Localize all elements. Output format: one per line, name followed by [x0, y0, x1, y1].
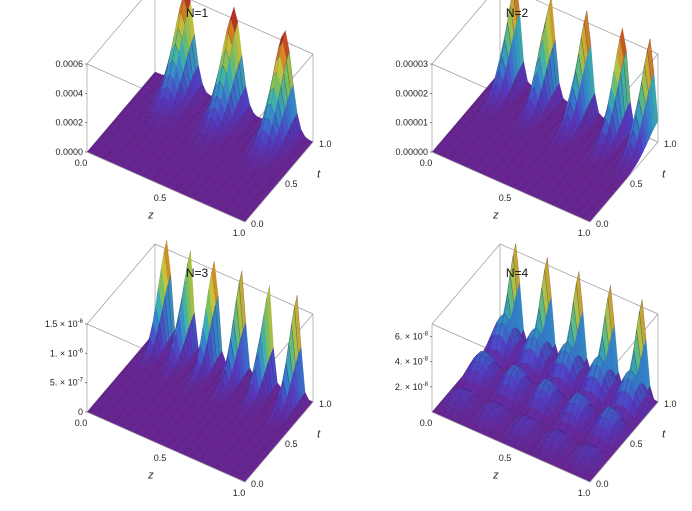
- x-axis-label: z: [147, 470, 154, 482]
- x-tick-label: 1.0: [233, 228, 246, 238]
- z-tick-label: 4. × 10-8: [395, 357, 429, 367]
- x-axis-label: z: [492, 470, 499, 482]
- t-axis-label: t: [317, 428, 321, 440]
- surface-mesh: [86, 0, 314, 223]
- box-edge: [86, 0, 142, 65]
- t-tick-label: 0.0: [596, 479, 609, 489]
- z-tick-label: 0.0000: [55, 147, 83, 157]
- x-tick-label: 1.0: [578, 228, 591, 238]
- box-edge: [154, 243, 314, 315]
- t-tick-label: 0.0: [251, 219, 264, 229]
- surface-mesh: [431, 0, 659, 223]
- x-tick-label: 1.0: [233, 488, 246, 498]
- x-tick-label: 0.0: [420, 418, 433, 428]
- z-tick-label: 0.0004: [55, 88, 83, 98]
- surface-mesh: [431, 243, 659, 483]
- z-tick-label: 0: [78, 407, 83, 417]
- surface-plot-3: N=3 0 5. × 10-7 1. × 10-6 1.5 × 10-6 0.0 0.5 1.…: [45, 240, 332, 498]
- box-edge: [535, 0, 659, 55]
- box-edge: [244, 141, 314, 223]
- x-tick-label: 0.0: [75, 418, 88, 428]
- t-tick-label: 0.0: [596, 219, 609, 229]
- z-tick-label: 0.0002: [55, 118, 83, 128]
- z-tick-label: 0.00000: [395, 147, 428, 157]
- box-edge: [589, 401, 659, 483]
- x-tick-label: 0.5: [154, 453, 167, 463]
- box-edge: [431, 0, 487, 65]
- box-edge: [86, 151, 246, 223]
- z-tick-label: 0.00002: [395, 88, 428, 98]
- box-edge: [86, 243, 156, 325]
- x-axis-label: z: [147, 210, 154, 222]
- z-tick-label: 5. × 10-7: [50, 378, 84, 388]
- t-tick-label: 1.0: [664, 139, 677, 149]
- surface-mesh: [86, 240, 314, 483]
- box-edge: [244, 401, 314, 483]
- z-tick-label: 1. × 10-6: [50, 348, 84, 358]
- t-tick-label: 0.5: [630, 439, 643, 449]
- plot-title: N=2: [506, 6, 529, 20]
- box-edge: [431, 243, 501, 325]
- t-tick-label: 0.5: [285, 439, 298, 449]
- x-axis-label: z: [492, 210, 499, 222]
- t-tick-label: 0.5: [630, 179, 643, 189]
- surface-plot-4: N=4 2. × 10-8 4. × 10-8 6. × 10-8 0.0 0.5 1.0 z…: [395, 243, 677, 498]
- x-tick-label: 0.5: [154, 193, 167, 203]
- x-tick-label: 0.5: [499, 453, 512, 463]
- t-tick-label: 1.0: [319, 399, 332, 409]
- t-axis-label: t: [662, 428, 666, 440]
- x-tick-label: 0.0: [75, 158, 88, 168]
- z-tick-label: 2. × 10-8: [395, 382, 429, 392]
- z-tick-label: 6. × 10-8: [395, 332, 429, 342]
- t-tick-label: 0.0: [251, 479, 264, 489]
- x-tick-label: 1.0: [578, 488, 591, 498]
- plot-title: N=1: [186, 6, 209, 20]
- x-tick-label: 0.5: [499, 193, 512, 203]
- t-tick-label: 1.0: [319, 139, 332, 149]
- box-edge: [86, 411, 246, 483]
- box-edge: [431, 151, 591, 223]
- surface-plot-1: N=1 0.0000 0.0002 0.0004 0.0006 0.0 0.5 1.0 z 0.0…: [55, 0, 332, 238]
- x-tick-label: 0.0: [420, 158, 433, 168]
- plot-title: N=4: [506, 266, 529, 280]
- box-edge: [431, 411, 591, 483]
- z-tick-label: 0.00003: [395, 59, 428, 69]
- t-axis-label: t: [317, 168, 321, 180]
- z-tick-label: 0.00001: [395, 118, 428, 128]
- box-edge: [589, 141, 659, 223]
- z-tick-label: 0.0006: [55, 59, 83, 69]
- surface-plot-2: N=2 0.00000 0.00001 0.00002 0.00003 0.0 0.5 1.0…: [395, 0, 677, 238]
- t-tick-label: 1.0: [664, 399, 677, 409]
- z-tick-label: 1.5 × 10-6: [45, 319, 84, 329]
- t-axis-label: t: [662, 168, 666, 180]
- plot-title: N=3: [186, 266, 209, 280]
- t-tick-label: 0.5: [285, 179, 298, 189]
